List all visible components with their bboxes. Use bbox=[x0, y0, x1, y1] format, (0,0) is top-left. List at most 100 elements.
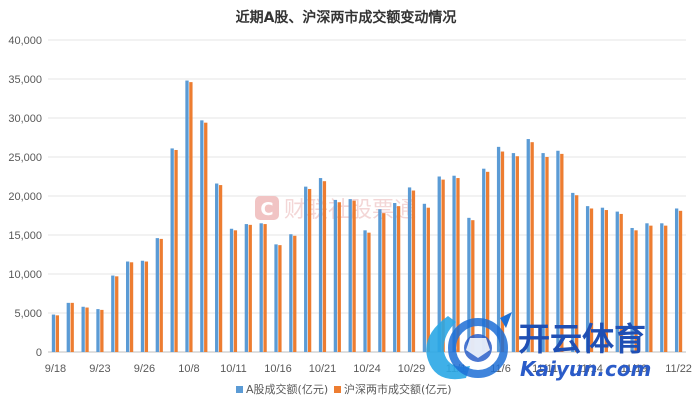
bar-a-share bbox=[126, 261, 130, 352]
bar-a-share bbox=[96, 309, 100, 352]
bar-sh-sz bbox=[545, 157, 549, 352]
chart-title: 近期A股、沪深两市成交额变动情况 bbox=[236, 9, 457, 26]
bar-a-share bbox=[66, 302, 70, 352]
bar-sh-sz bbox=[664, 225, 668, 352]
y-tick-label: 25,000 bbox=[8, 152, 42, 164]
bar-a-share bbox=[111, 275, 115, 352]
x-tick-label: 10/24 bbox=[353, 363, 381, 375]
watermark-badge-letter: C bbox=[260, 199, 273, 220]
bar-sh-sz bbox=[396, 206, 401, 352]
bar-a-share bbox=[482, 168, 486, 352]
y-tick-label: 5,000 bbox=[14, 308, 42, 320]
gridlines bbox=[48, 39, 686, 353]
bar-a-share bbox=[496, 146, 501, 352]
bar-sh-sz bbox=[604, 210, 608, 352]
bar-a-share bbox=[452, 175, 456, 352]
bar-a-share bbox=[140, 260, 145, 352]
bar-sh-sz bbox=[55, 315, 60, 352]
bar-a-share bbox=[645, 223, 649, 352]
bar-sh-sz bbox=[189, 82, 193, 353]
x-tick-label: 9/18 bbox=[45, 363, 66, 375]
bar-a-share bbox=[289, 234, 293, 352]
bar-sh-sz bbox=[129, 262, 134, 352]
legend: A股成交额(亿元) 沪深两市成交额(亿元) bbox=[236, 382, 452, 396]
bar-a-share bbox=[630, 227, 634, 352]
bar-a-share bbox=[541, 153, 545, 352]
bar-sh-sz bbox=[248, 224, 252, 352]
x-tick-label: 9/26 bbox=[134, 363, 155, 375]
bar-sh-sz bbox=[471, 220, 475, 352]
logo-english-text: Kaiyun.com bbox=[520, 357, 651, 381]
y-tick-label: 10,000 bbox=[8, 269, 42, 281]
bar-a-share bbox=[407, 187, 412, 352]
bar-sh-sz bbox=[144, 261, 149, 352]
legend-label: A股成交额(亿元) bbox=[246, 382, 328, 396]
bar-sh-sz bbox=[515, 156, 519, 352]
bar-sh-sz bbox=[352, 200, 356, 352]
bar-a-share bbox=[437, 176, 441, 352]
bar-a-share bbox=[318, 178, 323, 352]
bar-a-share bbox=[660, 223, 664, 352]
bar-sh-sz bbox=[678, 210, 683, 352]
bar-a-share bbox=[556, 150, 560, 352]
bar-a-share bbox=[200, 120, 204, 352]
bar-sh-sz bbox=[456, 178, 460, 352]
logo-chinese-text: 开云体育 bbox=[518, 320, 646, 358]
bar-a-share bbox=[51, 314, 56, 352]
legend-label: 沪深两市成交额(亿元) bbox=[344, 382, 452, 396]
bar-a-share bbox=[244, 224, 249, 352]
bar-sh-sz bbox=[441, 179, 445, 352]
bar-a-share bbox=[571, 192, 575, 352]
bar-sh-sz bbox=[619, 213, 623, 352]
bar-sh-sz bbox=[589, 208, 594, 352]
watermark-badge bbox=[255, 196, 279, 220]
bar-a-share bbox=[526, 139, 530, 352]
bar-sh-sz bbox=[233, 230, 238, 352]
bar-sh-sz bbox=[367, 232, 371, 352]
bar-sh-sz bbox=[307, 188, 312, 352]
bar-sh-sz bbox=[649, 225, 653, 352]
bar-a-share bbox=[81, 306, 85, 352]
bar-sh-sz bbox=[575, 195, 579, 352]
bar-sh-sz bbox=[634, 230, 638, 352]
y-tick-label: 0 bbox=[36, 347, 42, 359]
bar-a-share bbox=[170, 148, 174, 352]
bar-sh-sz bbox=[426, 207, 430, 352]
bar-a-share bbox=[363, 230, 367, 352]
x-tick-label: 10/8 bbox=[178, 363, 199, 375]
bar-sh-sz bbox=[174, 149, 178, 352]
bar-sh-sz bbox=[278, 245, 282, 352]
bar-sh-sz bbox=[100, 309, 104, 352]
y-tick-label: 35,000 bbox=[8, 74, 42, 86]
bar-a-share bbox=[600, 207, 605, 352]
y-tick-label: 15,000 bbox=[8, 230, 42, 242]
x-tick-label: 9/23 bbox=[89, 363, 110, 375]
bar-sh-sz bbox=[159, 238, 163, 352]
legend-swatch bbox=[236, 386, 243, 393]
bar-a-share bbox=[348, 199, 352, 352]
x-tick-label: 10/11 bbox=[220, 363, 247, 375]
x-tick-label: 11/11 bbox=[532, 363, 558, 375]
bar-a-share bbox=[229, 228, 234, 352]
bar-a-share bbox=[467, 217, 471, 352]
y-tick-label: 20,000 bbox=[8, 191, 42, 203]
bar-sh-sz bbox=[485, 171, 490, 352]
bar-sh-sz bbox=[337, 202, 341, 352]
bar-sh-sz bbox=[382, 213, 386, 352]
x-tick-label: 10/21 bbox=[309, 363, 337, 375]
bar-sh-sz bbox=[218, 185, 223, 352]
legend-swatch bbox=[334, 386, 341, 393]
bar-sh-sz bbox=[204, 122, 208, 353]
x-tick-label: 10/16 bbox=[264, 363, 292, 375]
y-tick-label: 40,000 bbox=[8, 35, 42, 47]
bar-a-share bbox=[274, 244, 278, 352]
bar-a-share bbox=[304, 186, 308, 352]
bar-sh-sz bbox=[293, 235, 297, 352]
bar-sh-sz bbox=[411, 190, 416, 352]
bar-a-share bbox=[378, 209, 382, 352]
bar-a-share bbox=[185, 80, 189, 352]
bar-sh-sz bbox=[70, 302, 74, 352]
bar-a-share bbox=[674, 208, 679, 352]
bar-sh-sz bbox=[560, 153, 564, 352]
bar-a-share bbox=[259, 223, 263, 352]
